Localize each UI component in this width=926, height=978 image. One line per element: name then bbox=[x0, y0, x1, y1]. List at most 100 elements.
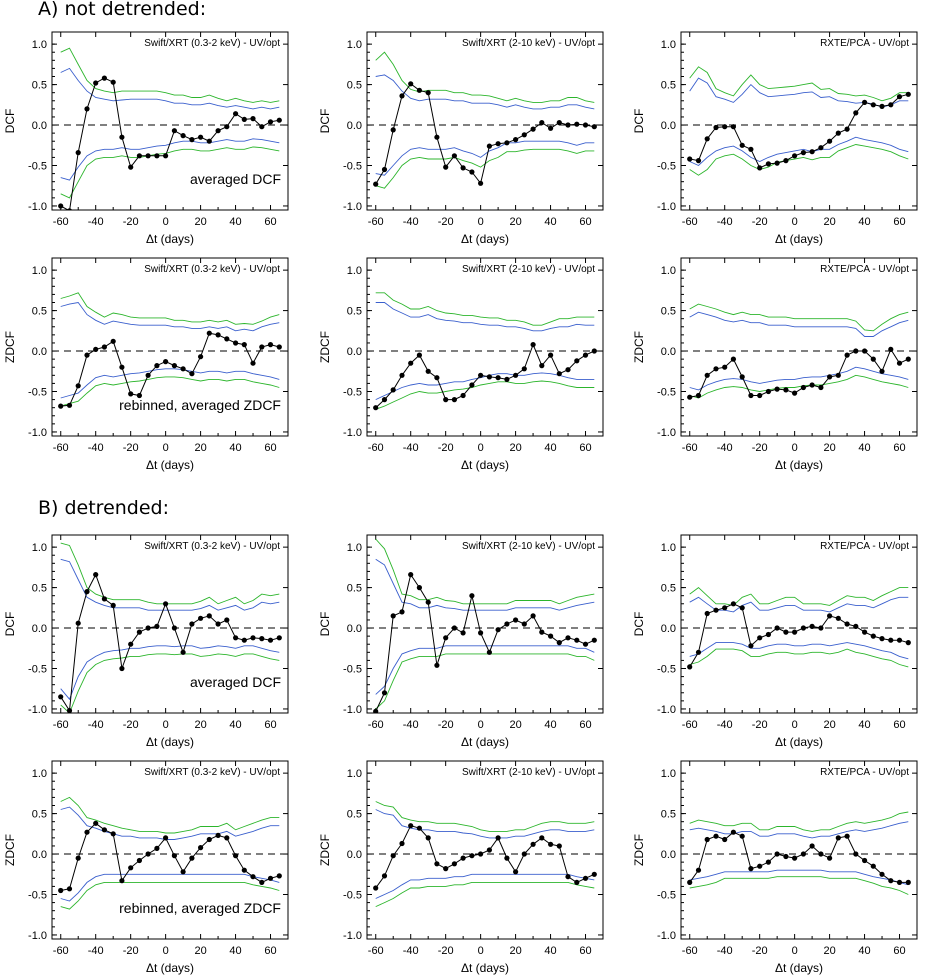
data-point bbox=[373, 885, 379, 891]
data-point bbox=[818, 851, 824, 857]
x-tick-label: -20 bbox=[438, 442, 454, 454]
y-tick-label: 0.0 bbox=[347, 120, 362, 132]
x-tick-label: -40 bbox=[403, 442, 419, 454]
x-tick-label: 20 bbox=[194, 945, 206, 957]
series-line-lower-inner bbox=[60, 873, 280, 902]
plot-frame bbox=[680, 31, 918, 211]
x-tick-label: -60 bbox=[368, 719, 384, 731]
data-point bbox=[443, 164, 449, 170]
series-line-lower-outer bbox=[60, 653, 280, 713]
data-point bbox=[136, 153, 142, 159]
data-point bbox=[189, 371, 195, 377]
data-point bbox=[119, 134, 125, 140]
data-point bbox=[504, 376, 510, 382]
y-tick-label: 0.0 bbox=[347, 849, 362, 861]
y-axis-label: ZDCF bbox=[3, 331, 17, 363]
data-point bbox=[276, 635, 282, 641]
data-point bbox=[713, 124, 719, 131]
data-point bbox=[513, 372, 519, 378]
panel-label: Swift/XRT (0.3-2 keV) - UV/opt bbox=[144, 767, 280, 778]
data-point bbox=[800, 384, 807, 391]
data-point bbox=[381, 166, 388, 173]
y-tick-label: 1.0 bbox=[347, 542, 362, 554]
data-point bbox=[870, 102, 876, 108]
data-point bbox=[800, 150, 807, 156]
data-point bbox=[215, 832, 221, 839]
y-tick-label: 1.0 bbox=[661, 542, 676, 554]
data-point bbox=[722, 605, 728, 611]
data-point bbox=[233, 635, 239, 641]
y-tick-label: 0.5 bbox=[347, 306, 362, 318]
data-point bbox=[233, 340, 239, 346]
plot-frame bbox=[366, 257, 604, 437]
x-tick-label: 40 bbox=[858, 442, 870, 454]
chart-panel-2: -1.0 -0.5 0.0 0.5 1.0 -60 -40 -20 0 20 40 60 Δt (day… bbox=[318, 31, 604, 246]
data-point bbox=[408, 823, 414, 829]
series-line-upper-inner bbox=[60, 806, 280, 840]
x-tick-label: 20 bbox=[823, 442, 835, 454]
data-point bbox=[425, 368, 431, 374]
data-point bbox=[373, 181, 379, 187]
series-line-upper-inner bbox=[375, 302, 595, 332]
chart-panel-10: -1.0 -0.5 0.0 0.5 1.0 -60 -40 -20 0 20 40 60 Δt (day… bbox=[3, 760, 289, 975]
data-point bbox=[896, 879, 903, 886]
data-point bbox=[119, 665, 125, 672]
data-point bbox=[582, 122, 589, 128]
data-point bbox=[390, 853, 396, 859]
x-tick-label: 60 bbox=[579, 442, 591, 454]
section-b-title: B) detrended: bbox=[38, 497, 170, 519]
series-line-upper-outer bbox=[689, 811, 909, 832]
data-point bbox=[110, 338, 116, 344]
data-point bbox=[818, 384, 824, 391]
data-point bbox=[206, 138, 212, 144]
data-point bbox=[565, 874, 571, 880]
series-line-upper-inner bbox=[375, 809, 595, 839]
data-point bbox=[695, 867, 702, 873]
x-axis-label: Δt (days) bbox=[775, 735, 823, 749]
data-point bbox=[451, 625, 457, 631]
series-line-lower-outer bbox=[689, 374, 909, 399]
data-point bbox=[835, 615, 841, 621]
x-tick-label: 60 bbox=[893, 442, 905, 454]
data-point bbox=[591, 871, 597, 877]
series-line-upper-inner bbox=[689, 821, 909, 839]
data-point bbox=[206, 330, 212, 336]
data-point bbox=[870, 356, 876, 362]
data-point bbox=[84, 829, 90, 835]
series-line-lower-outer bbox=[60, 376, 280, 407]
data-point bbox=[189, 621, 195, 627]
data-point bbox=[556, 640, 562, 646]
data-point bbox=[460, 392, 466, 399]
data-point bbox=[198, 845, 204, 851]
series-line-lower-inner bbox=[689, 366, 909, 391]
y-tick-label: 0.0 bbox=[661, 346, 676, 358]
series-line-upper-inner bbox=[60, 558, 280, 611]
data-point bbox=[75, 855, 81, 861]
y-axis-label: DCF bbox=[318, 109, 332, 134]
data-point bbox=[154, 845, 160, 852]
x-tick-label: -40 bbox=[403, 216, 419, 228]
y-tick-label: 1.0 bbox=[32, 542, 47, 554]
data-point bbox=[66, 402, 73, 408]
data-point bbox=[171, 853, 177, 859]
data-point bbox=[818, 145, 824, 151]
y-axis-label: DCF bbox=[632, 612, 646, 637]
data-point bbox=[792, 153, 798, 159]
data-point bbox=[539, 363, 545, 369]
panel-annotation: averaged DCF bbox=[190, 171, 281, 187]
data-point bbox=[416, 825, 422, 831]
data-point bbox=[381, 397, 388, 403]
data-point bbox=[276, 117, 282, 123]
series-line-data bbox=[689, 348, 909, 398]
data-point bbox=[241, 637, 247, 643]
y-tick-label: -0.5 bbox=[657, 890, 676, 902]
data-point bbox=[888, 102, 894, 108]
data-point bbox=[390, 387, 396, 393]
data-point bbox=[408, 360, 414, 366]
plot-frame bbox=[51, 534, 289, 714]
data-point bbox=[93, 80, 99, 86]
series-group bbox=[58, 796, 282, 910]
x-tick-label: 20 bbox=[194, 442, 206, 454]
data-point bbox=[730, 124, 737, 130]
plot-frame bbox=[366, 31, 604, 211]
